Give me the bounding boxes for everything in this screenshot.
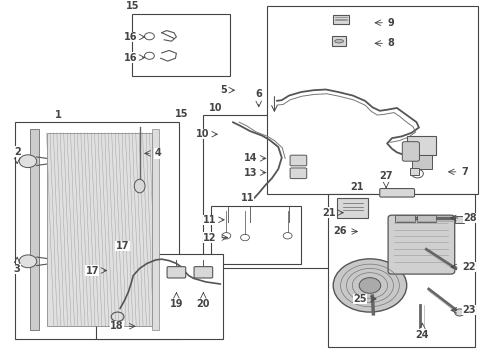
Ellipse shape (134, 179, 145, 193)
Text: 20: 20 (196, 299, 210, 309)
Text: 7: 7 (461, 167, 468, 177)
Bar (407, 136, 436, 155)
Text: 26: 26 (333, 226, 346, 237)
Text: 19: 19 (170, 299, 183, 309)
Circle shape (333, 259, 407, 312)
Text: 28: 28 (463, 213, 477, 223)
Text: 27: 27 (379, 171, 393, 181)
Text: 21: 21 (350, 182, 364, 192)
Text: 24: 24 (416, 330, 429, 340)
Text: 16: 16 (123, 32, 137, 42)
FancyBboxPatch shape (402, 142, 419, 161)
Bar (412, 155, 432, 169)
Text: 11: 11 (241, 193, 254, 203)
Bar (96, 253, 223, 339)
Text: 17: 17 (116, 241, 129, 251)
Circle shape (19, 155, 37, 168)
Bar (333, 15, 349, 24)
Text: 6: 6 (255, 89, 262, 99)
Text: 5: 5 (220, 85, 227, 95)
Bar (332, 36, 346, 46)
Text: 23: 23 (462, 305, 476, 315)
Text: 14: 14 (244, 153, 257, 163)
Bar (211, 206, 301, 264)
FancyBboxPatch shape (167, 267, 186, 278)
Bar (203, 115, 345, 268)
Text: 3: 3 (14, 264, 21, 274)
Text: 13: 13 (244, 167, 257, 177)
Text: 9: 9 (388, 18, 394, 28)
Bar (328, 194, 475, 347)
Text: 18: 18 (110, 321, 124, 331)
Bar (267, 6, 478, 194)
Bar (47, 133, 152, 326)
Text: 2: 2 (14, 147, 21, 157)
Text: 1: 1 (54, 110, 61, 120)
Bar (395, 215, 415, 221)
FancyBboxPatch shape (194, 267, 213, 278)
Text: 11: 11 (203, 215, 217, 225)
Bar (410, 168, 419, 175)
Text: 12: 12 (203, 233, 217, 243)
Text: 17: 17 (85, 266, 99, 275)
Text: 4: 4 (154, 148, 161, 158)
Text: 15: 15 (125, 1, 139, 12)
Circle shape (359, 278, 381, 293)
Text: 16: 16 (123, 53, 137, 63)
Text: 8: 8 (388, 39, 394, 48)
Bar (30, 129, 39, 330)
Text: 10: 10 (209, 103, 222, 113)
Text: 22: 22 (462, 262, 476, 272)
FancyBboxPatch shape (290, 155, 307, 166)
Circle shape (455, 309, 465, 316)
Text: 10: 10 (196, 129, 210, 139)
Text: 21: 21 (322, 208, 336, 218)
Circle shape (19, 255, 37, 268)
FancyBboxPatch shape (290, 168, 307, 179)
Text: 15: 15 (174, 109, 188, 118)
Bar (152, 129, 159, 330)
FancyBboxPatch shape (388, 215, 455, 274)
Bar (455, 216, 464, 222)
Text: 25: 25 (353, 294, 367, 304)
Bar (15, 122, 179, 339)
Bar (416, 215, 436, 221)
Bar (132, 14, 230, 76)
Ellipse shape (335, 40, 343, 43)
Text: 1: 1 (54, 110, 61, 120)
FancyBboxPatch shape (380, 189, 415, 197)
Bar (337, 198, 368, 218)
